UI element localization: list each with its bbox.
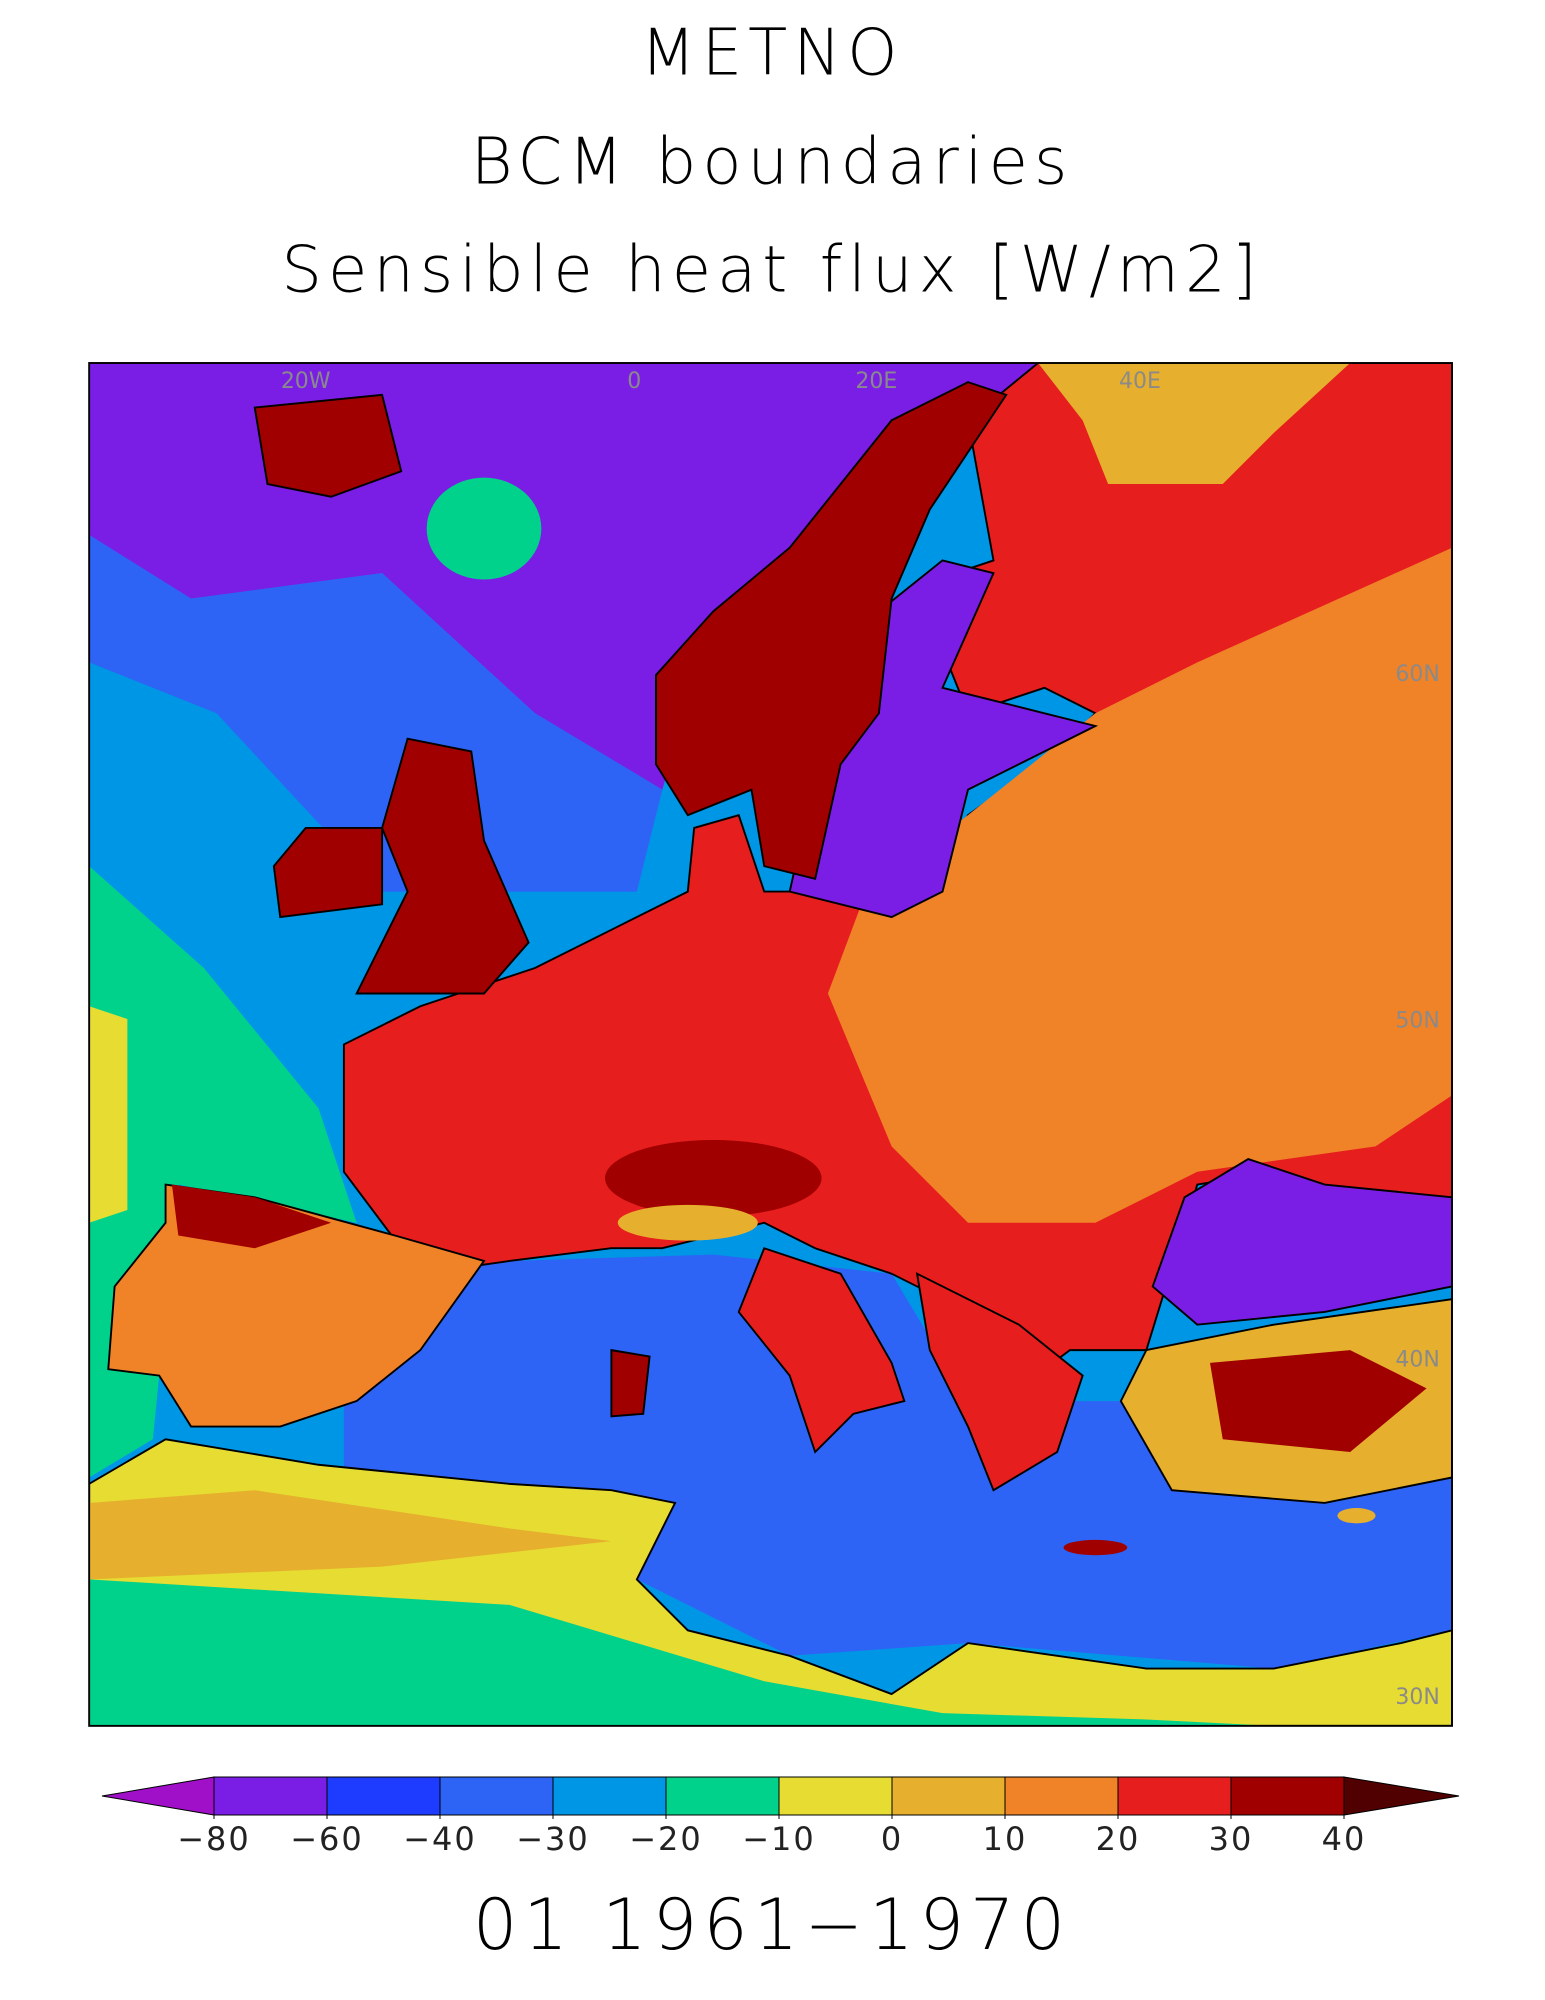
land bbox=[827, 547, 1453, 1223]
colorbar-tick-label: −60 bbox=[290, 1820, 364, 1858]
sea-region bbox=[89, 534, 663, 892]
colorbar-tick-label: 0 bbox=[881, 1820, 903, 1858]
title-line: Sensible heat flux [W/m2] bbox=[281, 234, 1262, 308]
land bbox=[605, 1139, 822, 1217]
colorbar-tick-label: 20 bbox=[1096, 1820, 1141, 1858]
colorbar-box bbox=[665, 1776, 780, 1816]
sea-region bbox=[426, 477, 542, 580]
land bbox=[272, 826, 384, 919]
land bbox=[171, 1184, 332, 1249]
title-line: BCM boundaries bbox=[471, 126, 1074, 200]
colorbar-tick-label: 30 bbox=[1209, 1820, 1254, 1858]
colorbar-tick-label: 10 bbox=[983, 1820, 1028, 1858]
colorbar-box bbox=[1004, 1776, 1119, 1816]
land bbox=[1210, 1350, 1427, 1453]
land bbox=[655, 381, 1008, 881]
colorbar-box bbox=[891, 1776, 1006, 1816]
map-frame bbox=[88, 362, 1453, 1727]
graticule-label: 40N bbox=[1395, 1347, 1439, 1372]
graticule-label: 20W bbox=[281, 369, 331, 394]
title-line: METNO bbox=[641, 17, 904, 91]
land bbox=[1038, 363, 1351, 485]
colorbar-tick-label: −10 bbox=[742, 1820, 816, 1858]
land bbox=[253, 393, 403, 498]
land bbox=[89, 1579, 1274, 1726]
colorbar-triangle bbox=[1343, 1776, 1460, 1816]
graticule-label: 0 bbox=[627, 369, 641, 394]
colorbar-box bbox=[213, 1776, 328, 1816]
period-label: 01 1961−1970 bbox=[473, 1884, 1071, 1966]
colorbar-tick-label: −80 bbox=[177, 1820, 251, 1858]
graticule-label: 30N bbox=[1395, 1685, 1439, 1710]
graticule-label: 50N bbox=[1395, 1009, 1439, 1034]
colorbar-box bbox=[326, 1776, 441, 1816]
graticule-label: 60N bbox=[1395, 662, 1439, 687]
land bbox=[1063, 1539, 1128, 1556]
land bbox=[610, 1348, 651, 1418]
land bbox=[737, 1247, 906, 1454]
land bbox=[107, 1183, 486, 1428]
colorbar-tick-label: 40 bbox=[1322, 1820, 1367, 1858]
sea-region bbox=[89, 1006, 128, 1223]
map bbox=[88, 362, 1453, 1727]
land bbox=[1337, 1508, 1376, 1524]
land bbox=[355, 737, 530, 995]
colorbar-tick-label: −30 bbox=[516, 1820, 590, 1858]
graticule-label: 40E bbox=[1119, 369, 1161, 394]
land bbox=[915, 1272, 1084, 1492]
colorbar-tick-label: −40 bbox=[403, 1820, 477, 1858]
land bbox=[617, 1204, 758, 1241]
colorbar-box bbox=[778, 1776, 893, 1816]
graticule-label: 20E bbox=[855, 369, 897, 394]
colorbar-box bbox=[1117, 1776, 1232, 1816]
land bbox=[89, 1490, 612, 1580]
colorbar-triangle bbox=[101, 1776, 215, 1816]
black-sea bbox=[1151, 1158, 1453, 1326]
colorbar-tick-label: −20 bbox=[629, 1820, 703, 1858]
colorbar-box bbox=[439, 1776, 554, 1816]
colorbar-box bbox=[1230, 1776, 1345, 1816]
colorbar-box bbox=[552, 1776, 667, 1816]
